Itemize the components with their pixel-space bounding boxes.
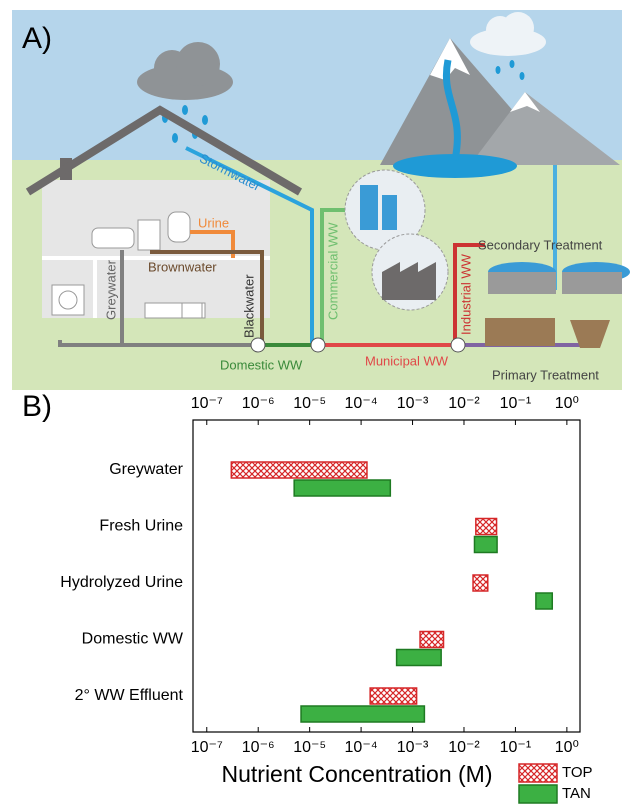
- x-tick-label: 10⁻⁴: [345, 395, 378, 412]
- primary-tank: [485, 318, 555, 346]
- bar: [475, 517, 498, 536]
- tank: [562, 272, 622, 294]
- y-tick-label: Greywater: [109, 461, 183, 478]
- mountain: [470, 92, 620, 165]
- building: [382, 195, 397, 230]
- label: Blackwater: [241, 274, 256, 338]
- pipes: [58, 146, 600, 347]
- roof: [25, 105, 303, 196]
- bar: [419, 630, 445, 649]
- panel-a: A) Stormwater Urine Brownwater Greywater…: [12, 10, 630, 390]
- snow: [430, 38, 470, 80]
- x-tick-label: 10⁻³: [397, 395, 429, 412]
- cloud: [137, 42, 233, 100]
- x-tick-label: 10⁰: [555, 739, 579, 756]
- y-tick-label: Domestic WW: [82, 631, 184, 648]
- x-tick-label: 10⁻⁵: [293, 395, 326, 412]
- label: Secondary Treatment: [478, 237, 603, 252]
- y-tick-label: Fresh Urine: [99, 518, 183, 535]
- x-tick-label: 10⁻¹: [500, 395, 532, 412]
- primary-tank: [570, 320, 610, 348]
- bar: [300, 705, 426, 723]
- panel-label: A): [22, 22, 52, 55]
- bar: [472, 574, 489, 592]
- label: Industrial WW: [458, 253, 473, 335]
- x-tick-label: 10⁻⁶: [242, 739, 275, 756]
- bar: [473, 535, 498, 554]
- x-tick-label: 10⁻²: [448, 739, 480, 756]
- fixtures: [51, 211, 206, 319]
- label: Primary Treatment: [492, 367, 599, 382]
- tank: [488, 272, 556, 294]
- x-tick-label: 10⁻³: [397, 739, 429, 756]
- x-tick-label: 10⁻⁷: [191, 395, 223, 412]
- pumps: [250, 337, 466, 353]
- cloud: [470, 12, 546, 56]
- label: Municipal WW: [365, 353, 449, 368]
- label: Greywater: [103, 259, 118, 320]
- bar: [395, 648, 442, 667]
- x-tick-label: 10⁻⁴: [345, 739, 378, 756]
- panel-label: B): [22, 390, 52, 423]
- x-tick-label: 10⁻²: [448, 395, 480, 412]
- factory: [382, 262, 436, 300]
- label: Urine: [198, 215, 229, 230]
- bar: [535, 592, 554, 610]
- lake: [393, 154, 517, 178]
- plot-frame: [192, 419, 581, 733]
- legend-swatch: [518, 763, 558, 783]
- x-tick-label: 10⁻¹: [500, 739, 532, 756]
- x-tick-label: 10⁻⁵: [293, 739, 326, 756]
- waterfall: [443, 59, 461, 161]
- bar: [230, 461, 368, 479]
- label: Domestic WW: [220, 357, 303, 372]
- x-axis-title: Nutrient Concentration (M): [222, 761, 493, 787]
- label: Commercial WW: [325, 222, 340, 320]
- snow: [510, 92, 540, 112]
- bar: [369, 687, 418, 705]
- legend-swatch: [518, 784, 558, 804]
- legend-label: TOP: [562, 764, 593, 781]
- label: Brownwater: [148, 259, 217, 274]
- bar: [293, 479, 392, 497]
- legend-label: TAN: [562, 785, 591, 802]
- x-tick-label: 10⁰: [555, 395, 579, 412]
- y-tick-label: Hydrolyzed Urine: [60, 574, 183, 591]
- building: [360, 185, 378, 230]
- y-tick-label: 2° WW Effluent: [75, 687, 184, 704]
- x-tick-label: 10⁻⁶: [242, 395, 275, 412]
- x-tick-label: 10⁻⁷: [191, 739, 223, 756]
